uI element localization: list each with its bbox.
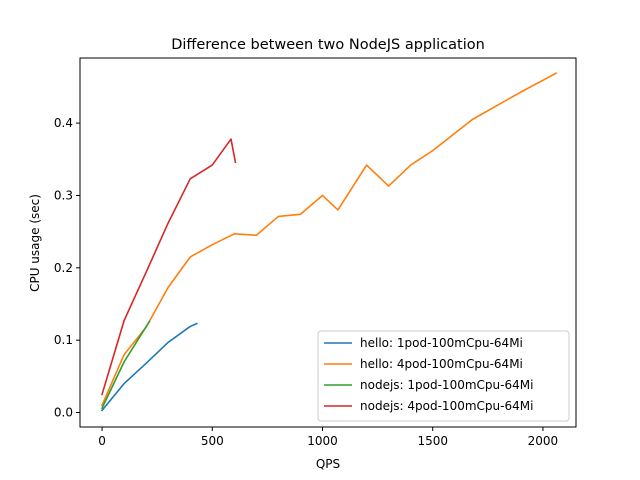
x-tick-label: 500 <box>201 434 224 448</box>
y-tick-label: 0.2 <box>54 261 73 275</box>
x-tick-label: 2000 <box>528 434 559 448</box>
x-tick-label: 0 <box>98 434 106 448</box>
series-line-2 <box>100 72 558 407</box>
legend-label-3: nodejs: 1pod-100mCpu-64Mi <box>360 378 533 392</box>
x-axis: 0 500 1000 1500 2000 <box>98 427 558 448</box>
y-tick-label: 0.4 <box>54 116 73 130</box>
plot-lines <box>100 72 558 412</box>
chart-title: Difference between two NodeJS applicatio… <box>171 37 485 53</box>
legend-label-4: nodejs: 4pod-100mCpu-64Mi <box>360 399 533 413</box>
x-axis-label: QPS <box>316 457 340 471</box>
x-tick-label: 1500 <box>417 434 448 448</box>
y-tick-label: 0.0 <box>54 406 73 420</box>
series-line-3 <box>100 320 151 410</box>
y-axis: 0.0 0.1 0.2 0.3 0.4 <box>54 116 80 420</box>
legend-label-2: hello: 4pod-100mCpu-64Mi <box>360 357 523 371</box>
legend-frame <box>317 330 570 422</box>
x-tick-label: 1000 <box>307 434 338 448</box>
plot-frame <box>79 57 577 428</box>
legend-label-1: hello: 1pod-100mCpu-64Mi <box>360 336 523 350</box>
y-axis-label: CPU usage (sec) <box>28 194 42 292</box>
y-tick-label: 0.3 <box>54 188 73 202</box>
series-line-1 <box>100 322 198 412</box>
legend: hello: 1pod-100mCpu-64Mi hello: 4pod-100m… <box>317 330 570 422</box>
series-line-4 <box>101 138 237 396</box>
y-tick-label: 0.1 <box>54 333 73 347</box>
